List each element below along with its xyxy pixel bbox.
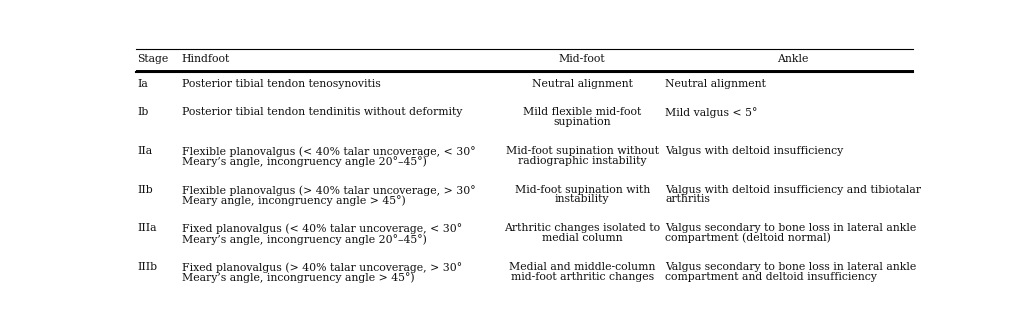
Text: Neutral alignment: Neutral alignment (665, 79, 766, 89)
Text: IIIa: IIIa (137, 224, 157, 234)
Text: Neutral alignment: Neutral alignment (532, 79, 632, 89)
Text: Ib: Ib (137, 108, 148, 118)
Text: Valgus with deltoid insufficiency: Valgus with deltoid insufficiency (665, 146, 844, 156)
Text: Arthritic changes isolated to
medial column: Arthritic changes isolated to medial col… (504, 224, 660, 243)
Text: Flexible planovalgus (< 40% talar uncoverage, < 30°
Meary’s angle, incongruency : Flexible planovalgus (< 40% talar uncove… (182, 146, 476, 167)
Text: Posterior tibial tendon tendinitis without deformity: Posterior tibial tendon tendinitis witho… (182, 108, 462, 118)
Text: Fixed planovalgus (< 40% talar uncoverage, < 30°
Meary’s angle, incongruency ang: Fixed planovalgus (< 40% talar uncoverag… (182, 224, 462, 245)
Text: Ankle: Ankle (776, 54, 808, 64)
Text: Ia: Ia (137, 79, 148, 89)
Text: IIa: IIa (137, 146, 152, 156)
Text: Hindfoot: Hindfoot (182, 54, 230, 64)
Text: Mild valgus < 5°: Mild valgus < 5° (665, 108, 758, 118)
Text: Valgus secondary to bone loss in lateral ankle
compartment (deltoid normal): Valgus secondary to bone loss in lateral… (665, 224, 917, 243)
Text: Flexible planovalgus (> 40% talar uncoverage, > 30°
Meary angle, incongruency an: Flexible planovalgus (> 40% talar uncove… (182, 185, 476, 206)
Text: Valgus secondary to bone loss in lateral ankle
compartment and deltoid insuffici: Valgus secondary to bone loss in lateral… (665, 262, 917, 282)
Text: Mid-foot supination with
instability: Mid-foot supination with instability (515, 185, 650, 204)
Text: Posterior tibial tendon tenosynovitis: Posterior tibial tendon tenosynovitis (182, 79, 381, 89)
Text: Valgus with deltoid insufficiency and tibiotalar
arthritis: Valgus with deltoid insufficiency and ti… (665, 185, 922, 204)
Text: IIb: IIb (137, 185, 153, 195)
Text: Fixed planovalgus (> 40% talar uncoverage, > 30°
Meary’s angle, incongruency ang: Fixed planovalgus (> 40% talar uncoverag… (182, 262, 462, 283)
Text: Medial and middle-column
mid-foot arthritic changes: Medial and middle-column mid-foot arthri… (509, 262, 656, 282)
Text: Mid-foot: Mid-foot (559, 54, 606, 64)
Text: Mild flexible mid-foot
supination: Mild flexible mid-foot supination (523, 108, 641, 127)
Text: Mid-foot supination without
radiographic instability: Mid-foot supination without radiographic… (505, 146, 659, 166)
Text: IIIb: IIIb (137, 262, 158, 272)
Text: Stage: Stage (137, 54, 169, 64)
